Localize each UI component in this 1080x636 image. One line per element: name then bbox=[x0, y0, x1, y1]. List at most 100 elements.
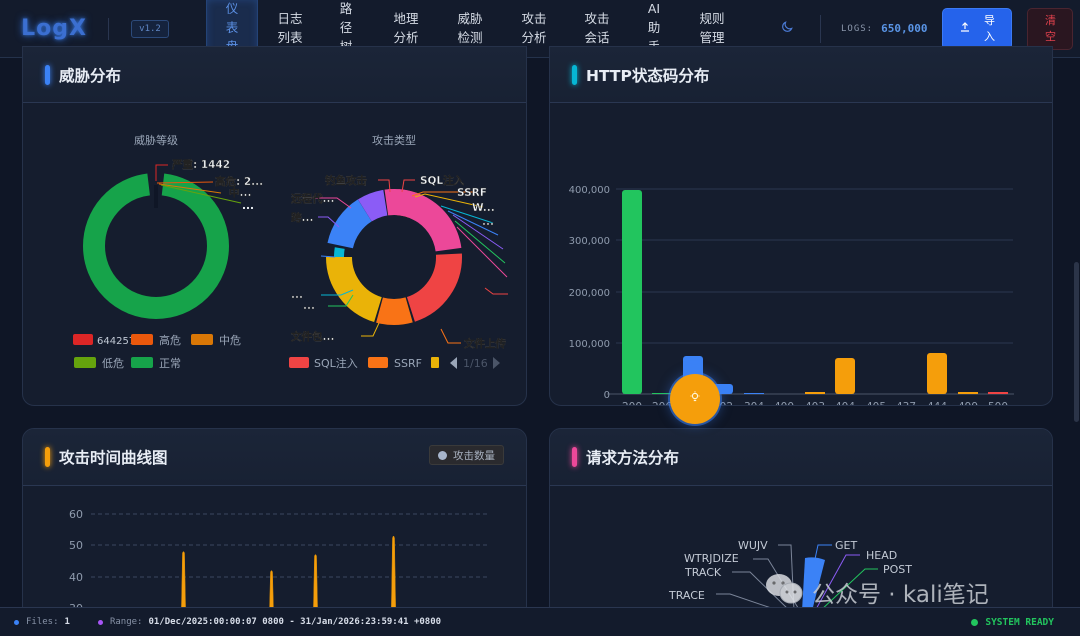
svg-text:400,000: 400,000 bbox=[569, 185, 610, 196]
svg-text:500: 500 bbox=[988, 401, 1008, 406]
svg-text:高危: 高危 bbox=[159, 333, 181, 347]
svg-text:...: ... bbox=[242, 200, 254, 212]
nav-attack-sessions[interactable]: 攻击 会话 bbox=[584, 10, 610, 45]
svg-text:POST: POST bbox=[883, 563, 912, 576]
svg-text:302: 302 bbox=[713, 401, 733, 406]
card-title: HTTP状态码分布 bbox=[586, 66, 710, 85]
status-bar: Files: 1 Range: 01/Dec/2025:00:00:07 080… bbox=[0, 607, 1080, 636]
card-title: 请求方法分布 bbox=[586, 449, 680, 467]
svg-text:SSRF: SSRF bbox=[457, 187, 487, 199]
logo-divider bbox=[108, 17, 109, 40]
range-dot bbox=[97, 619, 103, 625]
svg-text:HEAD: HEAD bbox=[866, 549, 897, 562]
logs-label: LOGS: bbox=[841, 23, 874, 34]
svg-text:WTRJDIZE: WTRJDIZE bbox=[684, 552, 739, 565]
svg-text:400: 400 bbox=[774, 401, 794, 406]
svg-text:SSRF: SSRF bbox=[394, 357, 422, 370]
moon-icon[interactable] bbox=[780, 20, 794, 38]
nav-attack-analysis[interactable]: 攻击 分析 bbox=[521, 10, 547, 45]
svg-text:跨...: 跨... bbox=[291, 211, 313, 224]
svg-text:WUJV: WUJV bbox=[738, 539, 768, 552]
range-status: Range: 01/Dec/2025:00:00:07 0800 - 31/Ja… bbox=[97, 617, 441, 627]
request-methods-pie-chart: GET HEAD POST WUJV WTRJDIZE TRACK TRACE bbox=[668, 539, 912, 612]
divider bbox=[820, 14, 821, 43]
logo: LogX bbox=[21, 16, 87, 41]
svg-text:...: ... bbox=[291, 289, 303, 301]
svg-text:攻击类型: 攻击类型 bbox=[372, 133, 416, 147]
svg-text:严重: 1442: 严重: 1442 bbox=[171, 158, 230, 171]
svg-text:0: 0 bbox=[604, 390, 610, 401]
svg-text:高危: 2...: 高危: 2... bbox=[215, 175, 263, 188]
nav-geo-analysis[interactable]: 地理 分析 bbox=[393, 10, 419, 45]
svg-text:正常: 正常 bbox=[159, 357, 181, 370]
card-header: 威胁分布 bbox=[23, 47, 526, 103]
legend-dot bbox=[438, 450, 447, 460]
svg-text:低危: 低危 bbox=[102, 357, 124, 370]
nav-rule-management[interactable]: 规则 管理 bbox=[699, 10, 725, 45]
svg-text:中危: 中危 bbox=[219, 334, 241, 347]
accent-bar bbox=[572, 64, 577, 85]
svg-text:威胁等级: 威胁等级 bbox=[134, 133, 178, 147]
svg-text:444: 444 bbox=[927, 401, 947, 406]
svg-text:远程代...: 远程代... bbox=[291, 192, 334, 205]
svg-text:40: 40 bbox=[69, 571, 83, 584]
http-status-bar-chart: 400,000 300,000 200,000 100,000 0 200 20… bbox=[569, 185, 1014, 406]
svg-text:中...: 中... bbox=[229, 186, 251, 199]
ai-hint-button[interactable] bbox=[670, 374, 720, 424]
accent-bar bbox=[45, 64, 50, 85]
clear-button[interactable]: 清 空 bbox=[1027, 7, 1074, 50]
svg-text:钓鱼攻击: 钓鱼攻击 bbox=[325, 174, 367, 187]
svg-text:GET: GET bbox=[835, 539, 857, 552]
series-toggle-attack-count[interactable]: 攻击数量 bbox=[429, 445, 504, 465]
accent-bar bbox=[572, 447, 577, 467]
accent-bar bbox=[45, 447, 50, 467]
svg-text:SQL注入: SQL注入 bbox=[314, 356, 358, 370]
svg-text:50: 50 bbox=[69, 539, 83, 552]
card-header: 请求方法分布 bbox=[550, 429, 1052, 486]
import-button[interactable]: 导 入 bbox=[942, 7, 1013, 50]
status-dot bbox=[971, 618, 979, 626]
svg-text:403: 403 bbox=[805, 401, 825, 406]
attack-timeline-card: 攻击时间曲线图 攻击数量 60 50 40 30 bbox=[22, 428, 527, 628]
nav-log-list[interactable]: 日志 列表 bbox=[277, 10, 303, 45]
svg-text:文件包...: 文件包... bbox=[290, 330, 334, 343]
files-dot bbox=[14, 619, 19, 625]
threat-charts: 威胁等级 严重: 1442 高危: 2... 中... ... 644257 高… bbox=[73, 133, 508, 370]
svg-text:1/16: 1/16 bbox=[463, 357, 488, 370]
card-title: 威胁分布 bbox=[59, 66, 122, 85]
svg-text:100,000: 100,000 bbox=[569, 339, 610, 350]
svg-text:499: 499 bbox=[958, 401, 978, 406]
svg-text:200,000: 200,000 bbox=[569, 288, 610, 299]
svg-text:644257: 644257 bbox=[97, 336, 135, 347]
request-methods-card: 请求方法分布 GET HEAD POST WUJV WTRJDIZE TRACK… bbox=[549, 428, 1053, 628]
card-title: 攻击时间曲线图 bbox=[59, 449, 168, 467]
svg-text:304: 304 bbox=[744, 401, 764, 406]
svg-text:404: 404 bbox=[835, 401, 855, 406]
wechat-icon bbox=[764, 572, 804, 612]
svg-text:300,000: 300,000 bbox=[569, 236, 610, 247]
svg-text:200: 200 bbox=[622, 401, 642, 406]
upload-icon bbox=[960, 22, 970, 35]
svg-text:TRACK: TRACK bbox=[684, 566, 722, 579]
system-status: SYSTEM READY bbox=[971, 617, 1054, 628]
version-badge: v1.2 bbox=[131, 19, 169, 38]
files-status: Files: 1 bbox=[14, 617, 70, 627]
nav-threat-detection[interactable]: 威胁 检测 bbox=[457, 10, 483, 45]
lightbulb-icon bbox=[689, 391, 701, 407]
page-scrollbar[interactable] bbox=[1074, 262, 1079, 422]
svg-text:TRACE: TRACE bbox=[668, 589, 705, 602]
watermark: 公众号 · kali笔记 bbox=[764, 572, 989, 612]
http-status-card: HTTP状态码分布 400,000 300,000 200,000 100,00… bbox=[549, 46, 1053, 406]
svg-text:60: 60 bbox=[69, 508, 83, 521]
svg-text:SQL注入: SQL注入 bbox=[420, 174, 465, 187]
card-header: HTTP状态码分布 bbox=[550, 47, 1052, 103]
svg-text:405: 405 bbox=[866, 401, 886, 406]
svg-text:W...: W... bbox=[472, 202, 495, 214]
svg-text:...: ... bbox=[482, 216, 494, 228]
svg-text:文件上传: 文件上传 bbox=[463, 337, 506, 350]
logs-count: 650,000 bbox=[881, 22, 928, 35]
threat-distribution-card: 威胁分布 威胁等级 严重: 1442 高危: 2... 中... ... 644… bbox=[22, 46, 527, 406]
svg-text:437: 437 bbox=[896, 401, 916, 406]
svg-text:206: 206 bbox=[652, 401, 672, 406]
svg-text:...: ... bbox=[303, 300, 315, 312]
